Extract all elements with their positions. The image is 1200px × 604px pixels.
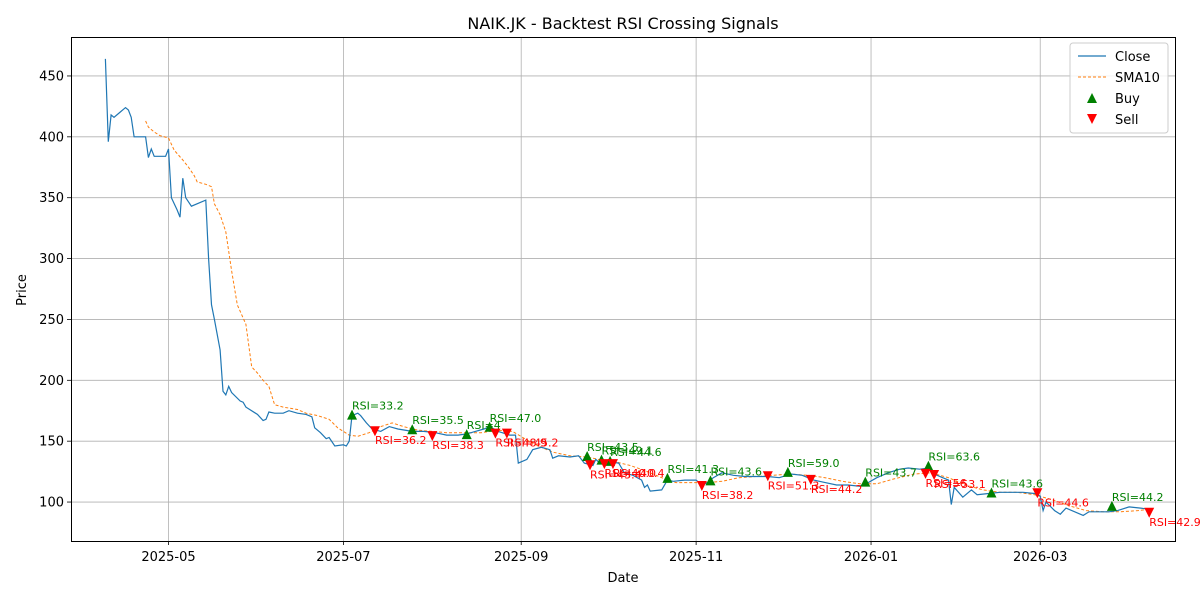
sell-marker: [490, 428, 501, 439]
legend-buy-label: Buy: [1115, 92, 1140, 107]
y-tick-label: 450: [39, 69, 64, 84]
buy-marker: [1106, 500, 1117, 511]
sell-marker: [369, 426, 380, 437]
sell-marker: [501, 428, 512, 439]
sell-marker: [929, 470, 940, 481]
buy-rsi-label: RSI=63.6: [928, 451, 980, 464]
sell-rsi-label: RSI=38.3: [432, 439, 484, 452]
sell-rsi-label: RSI=36.2: [375, 434, 427, 447]
legend-close-label: Close: [1115, 50, 1150, 65]
legend-sell-label: Sell: [1115, 113, 1138, 128]
buy-rsi-label: RSI=44.6: [610, 446, 662, 459]
x-tick-label: 2025-05: [141, 550, 195, 565]
buy-marker: [705, 475, 716, 486]
buy-rsi-label: RSI=35.5: [412, 414, 464, 427]
plot-frame: [71, 37, 1176, 542]
sell-rsi-label: RSI=48.9: [495, 437, 547, 450]
buy-marker: [582, 451, 593, 461]
buy-marker: [986, 487, 997, 498]
y-tick-label: 100: [39, 496, 64, 511]
y-tick-label: 400: [39, 130, 64, 145]
sell-rsi-label: RSI=43.4: [590, 468, 642, 481]
sell-marker: [427, 431, 438, 442]
x-axis-label: Date: [607, 571, 638, 586]
legend-box: [1069, 42, 1169, 134]
sell-rsi-label: RSI=42.9: [1149, 516, 1200, 529]
sell-rsi-label: RSI=40.0: [604, 467, 656, 480]
sell-rsi-label: RSI=40.4: [613, 467, 665, 480]
sell-rsi-label: RSI=44.6: [1037, 496, 1089, 509]
sell-marker: [585, 460, 596, 471]
sell-rsi-label: RSI=45.2: [507, 437, 559, 450]
x-tick-label: 2026-01: [844, 550, 898, 565]
buy-rsi-label: RSI=44.2: [1112, 491, 1164, 504]
buy-rsi-label: RSI=33.2: [352, 400, 404, 413]
x-tick-label: 2026-03: [1013, 550, 1067, 565]
legend: Close SMA10 Buy Sell: [1069, 42, 1169, 134]
buy-marker: [461, 429, 472, 440]
buy-marker: [407, 424, 418, 435]
buy-rsi-label: RSI=43.6: [991, 478, 1043, 491]
buy-rsi-label: RSI=41.3: [667, 463, 719, 476]
sell-marker: [599, 459, 610, 470]
buy-rsi-label: RSI=43.5: [587, 441, 639, 454]
close-line: [104, 58, 1150, 517]
legend-sma-label: SMA10: [1115, 71, 1160, 86]
chart-title: NAIK.JK - Backtest RSI Crossing Signals: [467, 14, 778, 33]
buy-rsi-label: RSI=43.6: [710, 465, 762, 478]
buy-rsi-label: RSI=59.0: [788, 457, 840, 470]
buy-rsi-label: RSI=49.1: [601, 445, 653, 458]
y-axis-label: Price: [15, 274, 30, 306]
buy-rsi-label: RSI=43.7: [865, 467, 917, 480]
sell-marker: [1032, 488, 1043, 499]
x-tick-label: 2025-07: [316, 550, 370, 565]
sell-marker: [762, 471, 773, 482]
buy-marker: [923, 460, 934, 471]
sell-rsi-label: RSI=51.3: [768, 479, 820, 492]
y-tick-label: 350: [39, 191, 64, 206]
sell-marker: [696, 481, 707, 491]
y-tick-label: 150: [39, 435, 64, 450]
sell-marker: [1144, 507, 1155, 518]
buy-rsi-label: RSI=47.0: [490, 412, 542, 425]
legend-sell-marker: [1087, 114, 1097, 124]
sell-rsi-label: RSI=53.1: [934, 478, 986, 491]
x-tick-label: 2025-09: [494, 550, 548, 565]
buy-marker: [782, 466, 793, 477]
y-tick-label: 250: [39, 313, 64, 328]
sell-rsi-label: RSI=38.2: [702, 489, 754, 502]
x-tick-label: 2025-11: [669, 550, 723, 565]
sell-rsi-label: RSI=44.2: [811, 483, 863, 496]
sell-rsi-label: RSI=56.: [926, 477, 971, 490]
sell-marker: [607, 459, 618, 470]
buy-marker: [860, 476, 871, 487]
y-tick-label: 300: [39, 252, 64, 267]
sell-marker: [805, 474, 816, 485]
buy-marker: [347, 409, 358, 420]
y-tick-label: 200: [39, 374, 64, 389]
sell-marker: [920, 468, 931, 479]
buy-marker: [662, 472, 673, 483]
legend-buy-marker: [1087, 93, 1097, 103]
